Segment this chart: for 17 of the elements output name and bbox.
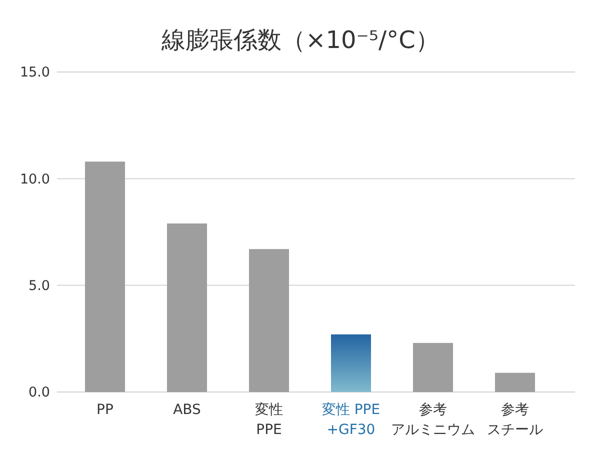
x-tick-label: 参考アルミニウム — [391, 402, 475, 438]
bar — [84, 162, 126, 392]
y-tick-label: 0.0 — [28, 384, 50, 401]
y-tick-label: 10.0 — [20, 171, 50, 188]
y-tick-label: 5.0 — [28, 278, 50, 294]
bar — [248, 249, 290, 392]
x-tick-label: ABS — [173, 402, 202, 418]
x-tick-label: 参考スチール — [487, 402, 543, 438]
x-tick-label: 変性 PPE — [255, 402, 283, 438]
bar — [412, 342, 454, 392]
x-tick-label: 変性 PPE +GF30 — [322, 402, 380, 438]
y-tick-label: 15.0 — [20, 64, 50, 81]
bar — [166, 223, 208, 392]
bar — [494, 372, 536, 392]
x-tick-label: PP — [96, 402, 114, 418]
bar — [330, 334, 372, 392]
chart-title: 線膨張係数（×10⁻⁵/°C） — [160, 26, 440, 54]
